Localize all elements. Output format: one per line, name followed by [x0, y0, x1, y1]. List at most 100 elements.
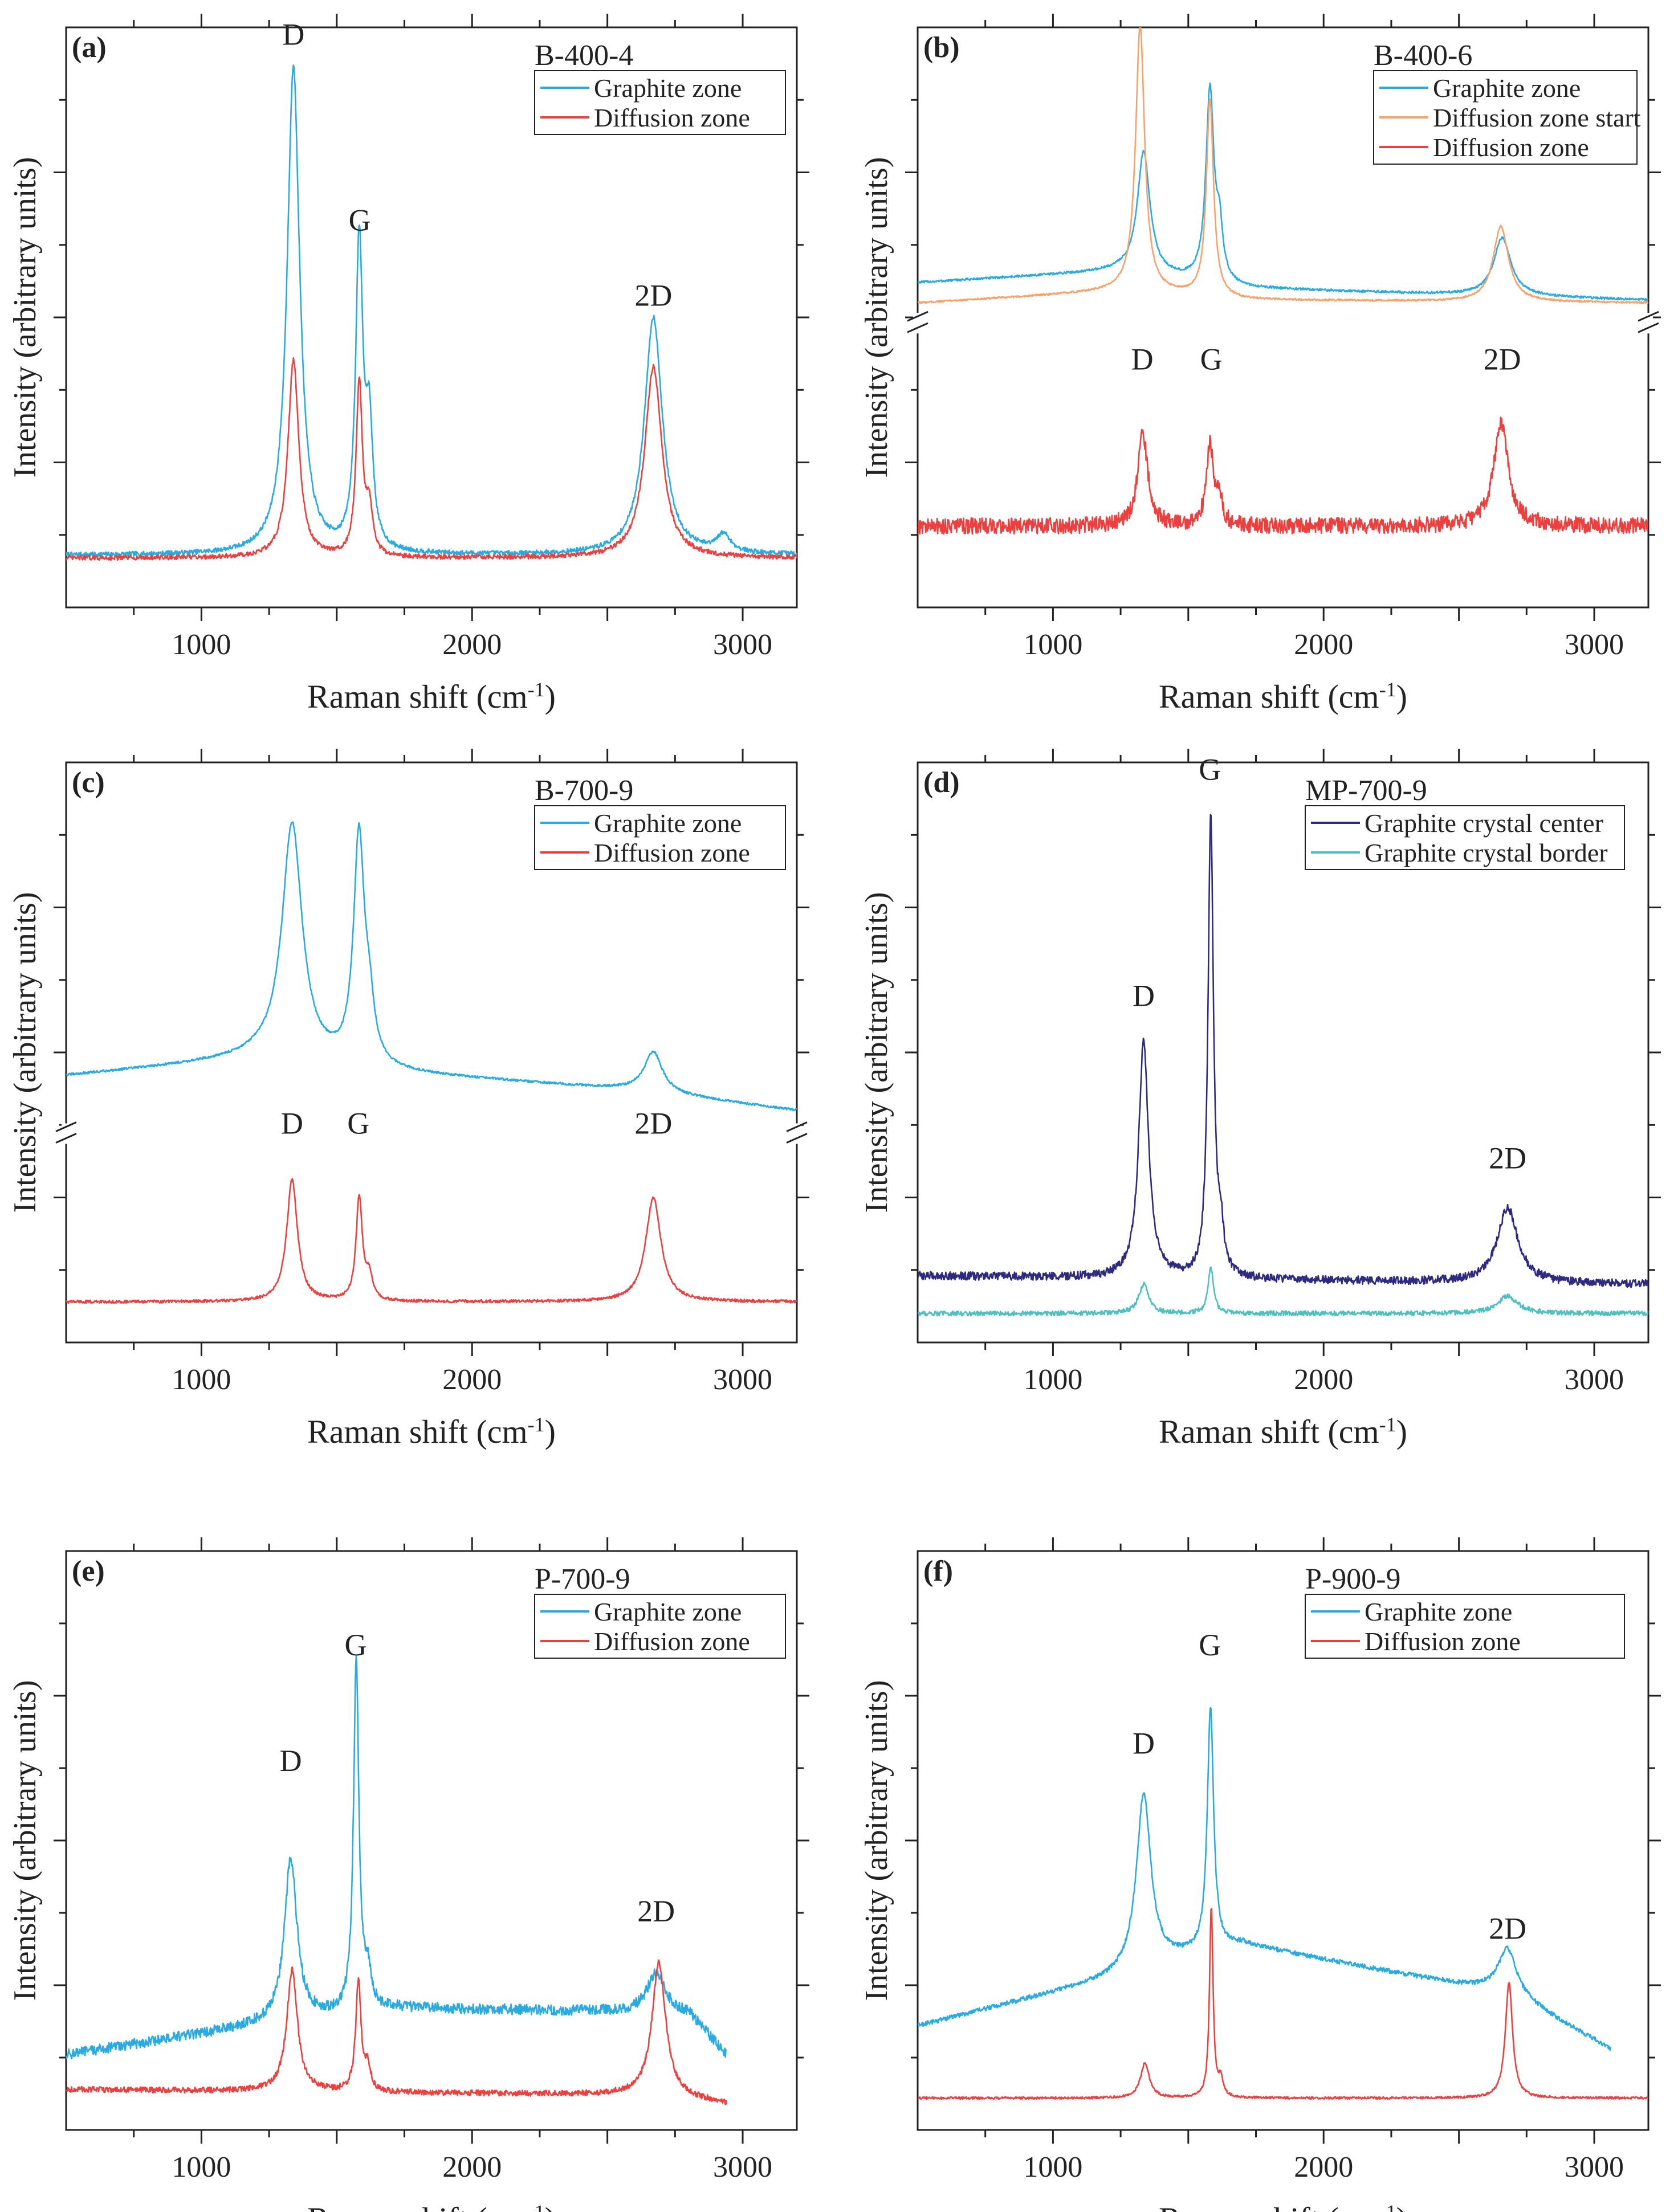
legend-label: Graphite zone	[1365, 1597, 1512, 1626]
x-tick-label: 1000	[1023, 2151, 1082, 2184]
x-axis-label: Raman shift (cm-1)	[1159, 1413, 1407, 1450]
panel-label: (d)	[923, 766, 960, 799]
axis-break-mark	[55, 1133, 77, 1144]
axis-break-mark	[1638, 311, 1659, 322]
sample-title: B-700-9	[535, 774, 633, 807]
series-diffusion-zone	[918, 1908, 1648, 2100]
peak-label: G	[1199, 1628, 1221, 1662]
legend-label: Diffusion zone	[1433, 133, 1589, 162]
peak-label: G	[349, 203, 371, 237]
panel-c: 1000 2000 3000 Raman shift (cm-1) Intensity …	[7, 749, 809, 1450]
x-axis-label: Raman shift (cm-1)	[307, 678, 556, 715]
y-axis-label: Intensity (arbitrary units)	[7, 892, 43, 1213]
peak-label: 2D	[634, 279, 672, 313]
y-axis-label: Intensity (arbitrary units)	[7, 157, 43, 478]
panel-label: (e)	[72, 1555, 105, 1587]
x-tick-label: 1000	[1023, 1364, 1082, 1396]
legend-label: Diffusion zone	[594, 838, 750, 867]
peak-label: G	[1199, 753, 1221, 787]
axis-break-mark	[786, 1133, 808, 1144]
peak-label: 2D	[634, 1107, 672, 1141]
peak-label: G	[347, 1107, 369, 1141]
x-tick-label: 1000	[1023, 628, 1082, 661]
x-tick-label: 1000	[172, 2151, 231, 2184]
x-tick-label: 2000	[442, 628, 502, 661]
x-tick-label: 1000	[172, 1364, 231, 1396]
series-diffusion-zone	[66, 357, 797, 561]
series-graphite-zone	[66, 1655, 727, 2060]
peak-label: G	[1200, 342, 1223, 377]
peak-label: D	[1133, 979, 1155, 1013]
peak-label: G	[345, 1628, 367, 1662]
peak-label: D	[1131, 342, 1154, 377]
peak-label: D	[282, 18, 304, 52]
y-axis-label: Intensity (arbitrary units)	[859, 157, 894, 478]
x-tick-label: 2000	[1294, 628, 1353, 661]
peak-label: D	[281, 1107, 303, 1141]
x-tick-label: 3000	[713, 2151, 772, 2184]
axis-break-mark	[907, 311, 928, 322]
legend-box	[534, 70, 786, 135]
panel-b: 1000 2000 3000 Raman shift (cm-1) Intensity …	[859, 14, 1661, 715]
x-tick-label: 3000	[1565, 1364, 1624, 1396]
legend-label: Diffusion zone start	[1433, 103, 1641, 132]
legend-box	[1305, 1594, 1625, 1659]
axis-break-mark	[1638, 322, 1659, 333]
peak-label: D	[1133, 1727, 1155, 1761]
x-axis-label: Raman shift (cm-1)	[1159, 678, 1407, 715]
y-axis-label: Intensity (arbitrary units)	[859, 892, 894, 1213]
sample-title: P-700-9	[535, 1563, 630, 1595]
x-tick-label: 3000	[713, 628, 772, 661]
peak-label: 2D	[637, 1894, 675, 1928]
legend-label: Graphite zone	[594, 74, 742, 103]
axis-break-mark	[786, 1121, 808, 1132]
peak-label: 2D	[1484, 342, 1521, 377]
legend-box	[1305, 805, 1625, 870]
peak-label: D	[280, 1744, 302, 1778]
series-graphite-zone	[918, 82, 1648, 301]
panel-label: (f)	[923, 1555, 953, 1587]
sample-title: B-400-6	[1374, 39, 1472, 72]
sample-title: P-900-9	[1305, 1563, 1401, 1595]
panel-a: 1000 2000 3000 Raman shift (cm-1) Intensity …	[7, 14, 809, 715]
series-diffusion-zone	[918, 417, 1648, 535]
peak-label: 2D	[1489, 1912, 1526, 1946]
panel-label: (a)	[72, 31, 107, 64]
legend-label: Graphite zone	[594, 809, 742, 838]
x-tick-label: 3000	[713, 1364, 772, 1396]
y-axis-label: Intensity (arbitrary units)	[859, 1680, 894, 2001]
x-axis-label: Raman shift (cm-1)	[307, 1413, 556, 1450]
panel-label: (c)	[72, 766, 105, 799]
panel-e: 1000 2000 3000 Raman shift (cm-1) Intensity …	[7, 1537, 809, 2212]
legend-box	[534, 1594, 786, 1659]
series-diffusion-zone-start	[918, 27, 1648, 304]
panel-label: (b)	[923, 31, 960, 64]
sample-title: MP-700-9	[1305, 774, 1427, 807]
axis-break-mark	[907, 322, 928, 333]
legend-label: Graphite zone	[1433, 74, 1581, 103]
x-axis-label: Raman shift (cm-1)	[307, 2201, 556, 2212]
x-tick-label: 1000	[172, 628, 231, 661]
x-tick-label: 2000	[442, 2151, 502, 2184]
x-tick-label: 3000	[1565, 2151, 1624, 2184]
series-graphite-crystal-center	[918, 814, 1648, 1288]
y-axis-label: Intensity (arbitrary units)	[7, 1680, 43, 2001]
legend-label: Diffusion zone	[1365, 1627, 1521, 1656]
legend-label: Diffusion zone	[594, 103, 750, 132]
series-graphite-zone	[66, 64, 797, 558]
peak-label: 2D	[1489, 1141, 1526, 1176]
series-graphite-crystal-border	[918, 1266, 1648, 1317]
x-tick-label: 2000	[442, 1364, 502, 1396]
legend-label: Graphite crystal border	[1365, 838, 1608, 867]
legend-label: Graphite crystal center	[1365, 809, 1603, 838]
sample-title: B-400-4	[535, 39, 633, 72]
panel-d: 1000 2000 3000 Raman shift (cm-1) Intensity …	[859, 749, 1661, 1450]
legend-label: Graphite zone	[594, 1597, 742, 1626]
legend-box	[534, 805, 786, 870]
series-diffusion-zone	[66, 1178, 797, 1304]
x-tick-label: 2000	[1294, 1364, 1353, 1396]
panel-f: 1000 2000 3000 Raman shift (cm-1) Intensity …	[859, 1537, 1661, 2212]
series-diffusion-zone	[66, 1959, 727, 2105]
series-graphite-zone	[918, 1707, 1611, 2051]
